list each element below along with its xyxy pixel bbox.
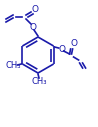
Text: O: O (70, 39, 77, 49)
Text: O: O (29, 22, 36, 31)
Text: CH₃: CH₃ (6, 60, 21, 69)
Text: CH₃: CH₃ (31, 77, 47, 86)
Text: O: O (58, 44, 65, 53)
Text: O: O (31, 4, 39, 13)
